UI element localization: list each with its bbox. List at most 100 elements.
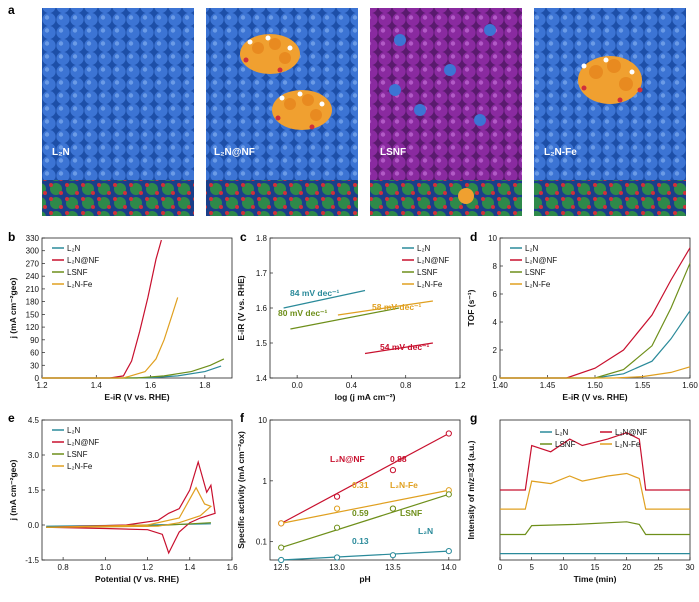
x-tick-label: 1.4 [184, 563, 196, 572]
data-point [445, 548, 452, 555]
activity-annotation: L₂N-Fe [390, 480, 418, 490]
chart-panel-c: 0.0 0.4 0.8 1.2 1.4 1.5 1.6 1.7 1.8 log (j mA cm⁻… [236, 234, 466, 402]
chart-panel-e: 0.8 1.0 1.2 1.4 1.6 -1.5 0.0 1.5 3.0 4.5 Potential… [8, 416, 238, 584]
legend-label: L₂N [67, 244, 81, 253]
series-line [42, 297, 179, 379]
x-tick-label: 1.2 [454, 381, 466, 390]
y-tick-label: 0.0 [28, 521, 40, 530]
activity-annotation: 0.59 [352, 508, 369, 518]
scene-l2n-fe: L₂N-Fe [534, 8, 686, 216]
scene-l2n: L₂N [42, 8, 194, 216]
legend-label: L₂N [67, 426, 81, 435]
x-tick-label: 30 [686, 563, 695, 572]
y-axis-label: TOF (s⁻¹) [466, 289, 476, 326]
data-point [333, 505, 341, 512]
x-tick-label: 14.0 [441, 563, 457, 572]
series-line [500, 521, 690, 536]
x-axis-label: Time (min) [574, 574, 617, 584]
legend-label: LSNF [417, 268, 438, 277]
cluster-nanoparticle [578, 56, 643, 104]
y-tick-label: 1 [263, 477, 268, 486]
y-tick-label: 3.0 [28, 451, 40, 460]
legend-label: L₂N@NF [525, 256, 557, 265]
series-line [500, 366, 691, 379]
y-tick-label: 0 [35, 374, 40, 383]
data-point [333, 493, 341, 500]
y-tick-label: 4.5 [28, 416, 40, 425]
legend-label: LSNF [67, 450, 88, 459]
data-point [333, 524, 341, 531]
data-point [389, 467, 397, 474]
panel-a: a L₂N L₂N@NF [8, 3, 686, 216]
slope-annotation: 84 mV dec⁻¹ [290, 288, 340, 298]
scene-label: L₂N [52, 147, 70, 158]
panel-letter-d: d [470, 230, 477, 244]
legend-label: L₂N@NF [417, 256, 449, 265]
legend-label: L₂N-Fe [67, 280, 93, 289]
x-tick-label: 1.55 [635, 381, 651, 390]
x-tick-label: 20 [622, 563, 631, 572]
y-tick-label: 0.1 [256, 538, 268, 547]
x-tick-label: 1.60 [682, 381, 698, 390]
x-tick-label: 1.8 [199, 381, 211, 390]
data-point [333, 554, 341, 561]
legend-label: LSNF [555, 440, 576, 449]
y-tick-label: 30 [30, 361, 39, 370]
substrate-layer [534, 180, 686, 216]
x-axis-label: E-iR (V vs. RHE) [562, 392, 627, 402]
x-tick-label: 1.2 [36, 381, 48, 390]
x-tick-label: 12.5 [273, 563, 289, 572]
y-tick-label: 2 [493, 346, 498, 355]
series-line [46, 459, 216, 555]
x-tick-label: 5 [529, 563, 534, 572]
activity-annotation: L₂N@NF [330, 454, 365, 464]
x-tick-label: 1.40 [492, 381, 508, 390]
chart-panel-b: 1.2 1.4 1.6 1.8 0 30 60 90 120 150 180 210 240 270 300… [8, 234, 233, 402]
x-tick-label: 13.5 [385, 563, 401, 572]
y-tick-label: -1.5 [25, 556, 39, 565]
y-tick-label: 8 [493, 262, 498, 271]
legend-label: L₂N [525, 244, 539, 253]
y-tick-label: 0 [493, 374, 498, 383]
y-tick-label: 1.8 [256, 234, 268, 243]
x-tick-label: 0.0 [292, 381, 304, 390]
y-tick-label: 270 [26, 259, 40, 268]
cluster-nanoparticle [272, 90, 332, 130]
x-tick-label: 1.6 [226, 563, 238, 572]
charts-layer: 1.2 1.4 1.6 1.80306090120150180210240270300… [8, 234, 698, 584]
series-line [290, 307, 400, 330]
activity-annotation: 0.13 [352, 536, 369, 546]
data-point [389, 505, 397, 512]
y-tick-label: 120 [26, 323, 40, 332]
y-axis-label: Intensity of m/z=34 (a.u.) [466, 440, 476, 539]
x-tick-label: 10 [559, 563, 568, 572]
x-tick-label: 1.2 [142, 563, 154, 572]
data-point [445, 430, 452, 437]
panel-letter-g: g [470, 411, 477, 425]
x-tick-label: 1.45 [540, 381, 556, 390]
series-fit-line [280, 493, 450, 549]
x-tick-label: 0.8 [58, 563, 70, 572]
y-tick-label: 6 [493, 290, 498, 299]
y-tick-label: 4 [493, 318, 498, 327]
scene-lsnf: LSNF [370, 8, 522, 216]
y-tick-label: 1.7 [256, 269, 268, 278]
series-fit-line [281, 550, 449, 561]
series-line [500, 472, 690, 510]
x-tick-label: 1.0 [100, 563, 112, 572]
scene-l2n-nf: L₂N@NF [206, 8, 358, 216]
x-tick-label: 1.4 [91, 381, 103, 390]
scene-label: L₂N-Fe [544, 147, 577, 158]
x-tick-label: 0 [498, 563, 503, 572]
scene-label: L₂N@NF [214, 147, 255, 158]
series-line [364, 342, 433, 355]
legend-label: LSNF [67, 268, 88, 277]
legend-label: L₂N-Fe [525, 280, 551, 289]
substrate-layer [206, 180, 358, 216]
y-axis-label: j (mA cm⁻²geo) [8, 459, 18, 521]
x-tick-label: 1.6 [145, 381, 157, 390]
x-axis-label: pH [359, 574, 370, 584]
legend-label: L₂N-Fe [615, 440, 641, 449]
y-tick-label: 1.4 [256, 374, 268, 383]
